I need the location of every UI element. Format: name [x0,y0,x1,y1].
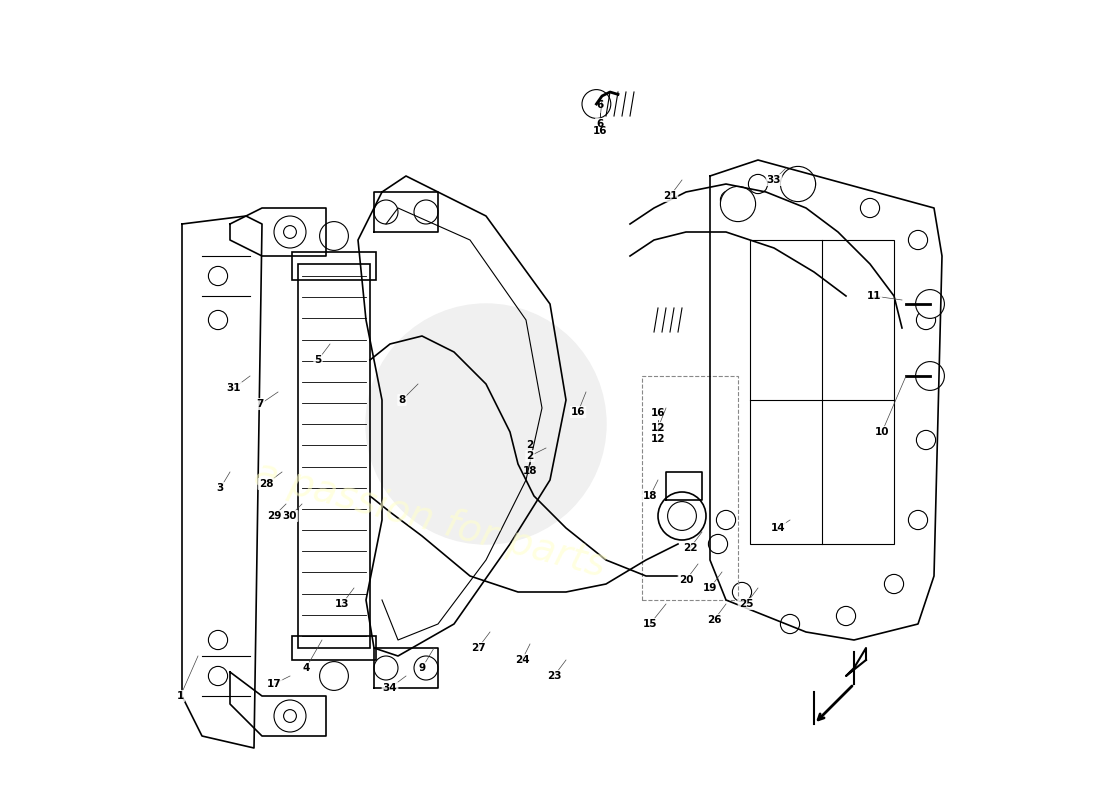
Circle shape [208,310,228,330]
Text: 4: 4 [302,663,310,673]
Circle shape [909,230,927,250]
Circle shape [915,290,945,318]
Circle shape [284,710,296,722]
Text: 16: 16 [571,407,585,417]
Circle shape [916,310,936,330]
Circle shape [668,502,696,530]
Circle shape [320,662,349,690]
Circle shape [208,666,228,686]
Circle shape [374,656,398,680]
Text: 24: 24 [515,655,529,665]
Circle shape [796,174,815,194]
Text: 12: 12 [651,434,666,443]
Text: 11: 11 [867,291,881,301]
Text: 14: 14 [771,523,785,533]
Circle shape [208,630,228,650]
Text: 31: 31 [227,383,241,393]
Text: 15: 15 [642,619,658,629]
Circle shape [284,226,296,238]
Circle shape [274,216,306,248]
Bar [292,636,376,660]
Text: 10: 10 [874,427,889,437]
Text: 6: 6 [596,100,603,110]
Text: 5: 5 [315,355,321,365]
Text: 26: 26 [706,615,722,625]
Circle shape [884,574,903,594]
Text: 13: 13 [334,599,350,609]
Text: 19: 19 [703,583,717,593]
Text: 30: 30 [283,511,297,521]
Circle shape [748,174,768,194]
Circle shape [414,200,438,224]
Circle shape [720,190,739,210]
Circle shape [720,186,756,222]
Text: 28: 28 [258,479,273,489]
Text: 8: 8 [398,395,406,405]
Text: 21: 21 [662,191,678,201]
Text: 9: 9 [418,663,426,673]
Text: 2: 2 [527,440,534,450]
Circle shape [733,582,751,602]
Text: 7: 7 [256,399,264,409]
Text: 22: 22 [683,543,697,553]
Circle shape [716,510,736,530]
Circle shape [582,90,610,118]
Text: 6: 6 [596,119,603,129]
Text: 34: 34 [383,683,397,693]
Bar [642,376,738,600]
Circle shape [658,492,706,540]
Text: 16: 16 [651,408,666,418]
Text: 18: 18 [522,466,537,477]
Circle shape [916,430,936,450]
Text: 3: 3 [217,483,224,493]
Text: 2: 2 [527,451,534,461]
Circle shape [708,534,727,554]
Text: 12: 12 [651,423,666,433]
Circle shape [366,304,606,544]
Text: 20: 20 [679,575,693,585]
Circle shape [836,606,856,626]
Text: 16: 16 [592,126,607,135]
Circle shape [374,200,398,224]
Circle shape [860,198,880,218]
Circle shape [320,222,349,250]
Text: 33: 33 [767,175,781,185]
Circle shape [208,266,228,286]
Text: 29: 29 [267,511,282,521]
Circle shape [915,362,945,390]
Bar [292,252,376,280]
Bar [750,240,894,544]
Text: 27: 27 [471,643,485,653]
Circle shape [274,700,306,732]
Text: 23: 23 [547,671,561,681]
Text: a passion for parts: a passion for parts [250,454,611,586]
Circle shape [780,166,815,202]
Circle shape [414,656,438,680]
Text: 25: 25 [739,599,754,609]
Text: 1: 1 [177,691,184,701]
Text: 17: 17 [266,679,282,689]
Circle shape [909,510,927,530]
Text: 18: 18 [642,491,658,501]
Circle shape [780,614,800,634]
Bar [298,264,370,648]
